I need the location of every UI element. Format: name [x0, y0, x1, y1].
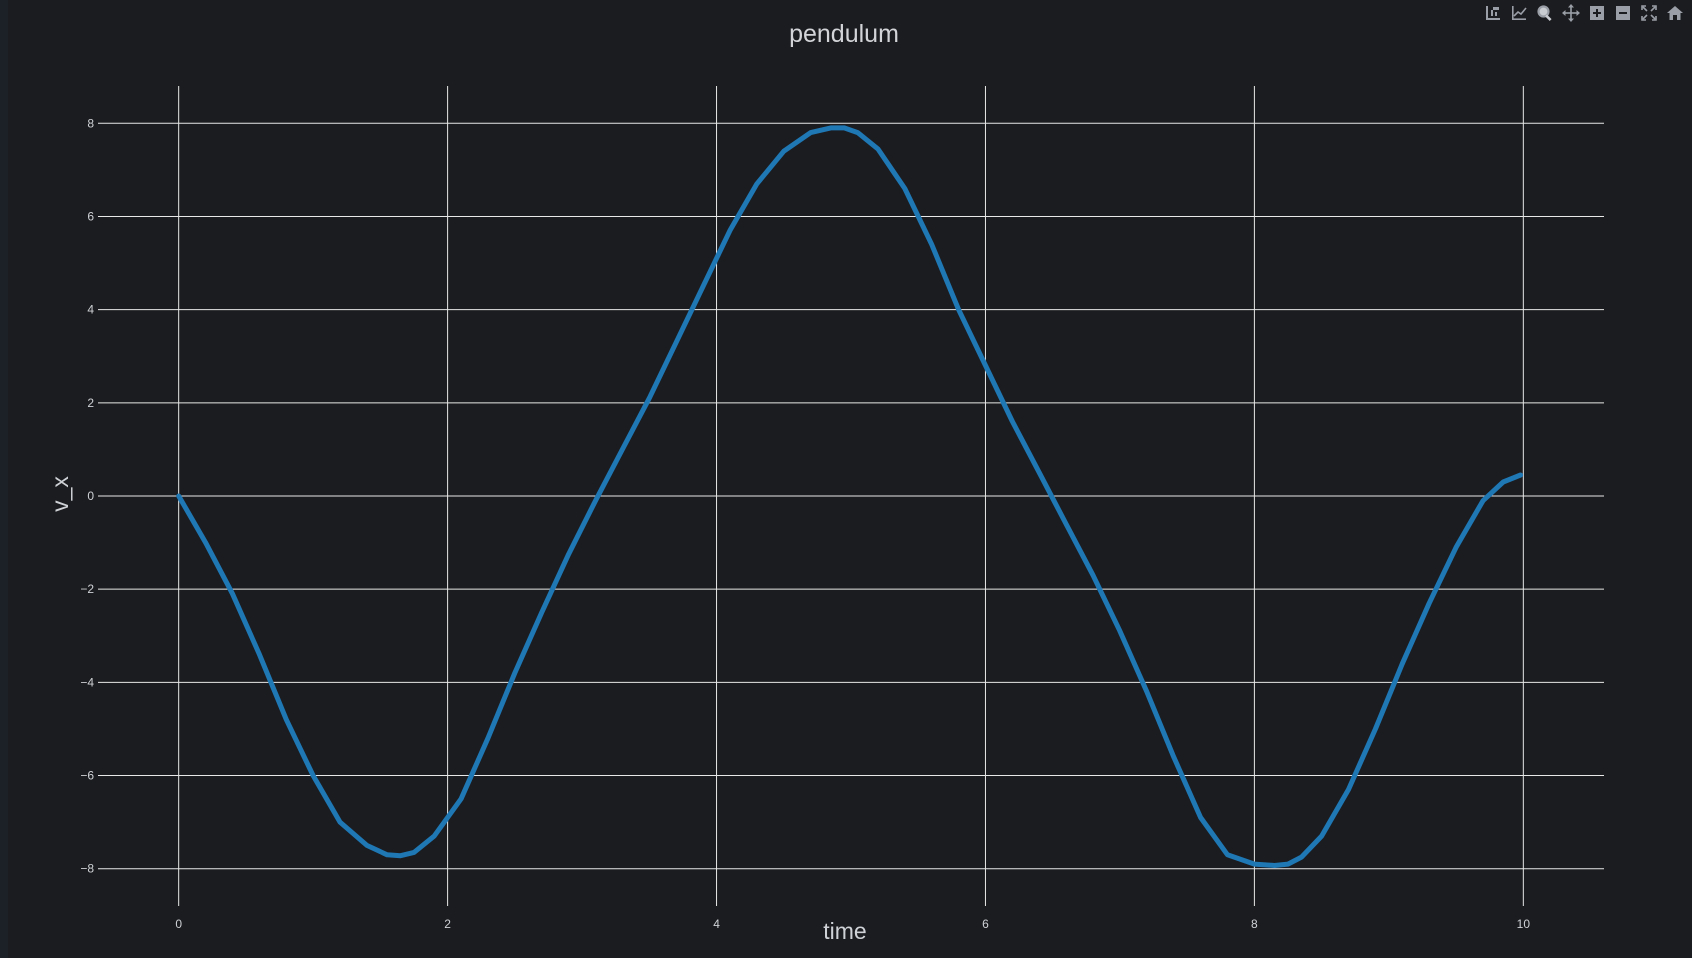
- compare-lines-button[interactable]: [1508, 2, 1530, 24]
- grid: [98, 86, 1604, 906]
- x-axis-ticks: 0 2 4 6 8 10: [175, 917, 1530, 931]
- y-tick-label: −4: [80, 675, 94, 689]
- y-tick-label: 2: [87, 396, 94, 410]
- x-tick-label: 10: [1517, 917, 1531, 931]
- zoom-button[interactable]: [1534, 2, 1556, 24]
- y-axis-title: v_x: [47, 476, 73, 512]
- zoom-out-button[interactable]: [1612, 2, 1634, 24]
- pan-icon: [1562, 4, 1580, 22]
- x-axis-title: time: [823, 918, 866, 944]
- y-tick-label: 8: [87, 116, 94, 130]
- x-tick-label: 8: [1251, 917, 1258, 931]
- modebar: [1482, 2, 1686, 24]
- zoom-in-icon: [1590, 6, 1604, 20]
- pan-button[interactable]: [1560, 2, 1582, 24]
- pendulum-chart: pendulum 8 6 4 2 0 −2 −4 −6 −8 0 2 4 6 8 10 time v_x: [47, 20, 1604, 944]
- x-tick-label: 0: [175, 917, 182, 931]
- y-tick-label: −6: [80, 769, 94, 783]
- x-tick-label: 4: [713, 917, 720, 931]
- y-tick-label: 0: [87, 489, 94, 503]
- y-tick-label: −2: [80, 582, 94, 596]
- compare-hover-button[interactable]: [1482, 2, 1504, 24]
- compare-hover-icon: [1486, 6, 1500, 20]
- plot-container: pendulum 8 6 4 2 0 −2 −4 −6 −8 0 2 4 6 8 10 time v_x: [8, 0, 1692, 958]
- zoom-in-button[interactable]: [1586, 2, 1608, 24]
- autoscale-button[interactable]: [1638, 2, 1660, 24]
- x-tick-label: 6: [982, 917, 989, 931]
- y-tick-label: −8: [80, 862, 94, 876]
- x-tick-label: 2: [444, 917, 451, 931]
- y-axis-ticks: 8 6 4 2 0 −2 −4 −6 −8: [80, 116, 94, 875]
- compare-lines-icon: [1512, 6, 1527, 20]
- autoscale-icon: [1641, 5, 1657, 21]
- series-line[interactable]: [176, 125, 1524, 868]
- y-tick-label: 6: [87, 209, 94, 223]
- zoom-out-icon: [1616, 6, 1630, 20]
- home-icon: [1667, 6, 1683, 20]
- reset-axes-button[interactable]: [1664, 2, 1686, 24]
- chart-title: pendulum: [789, 20, 899, 48]
- zoom-icon: [1537, 5, 1552, 21]
- y-tick-label: 4: [87, 303, 94, 317]
